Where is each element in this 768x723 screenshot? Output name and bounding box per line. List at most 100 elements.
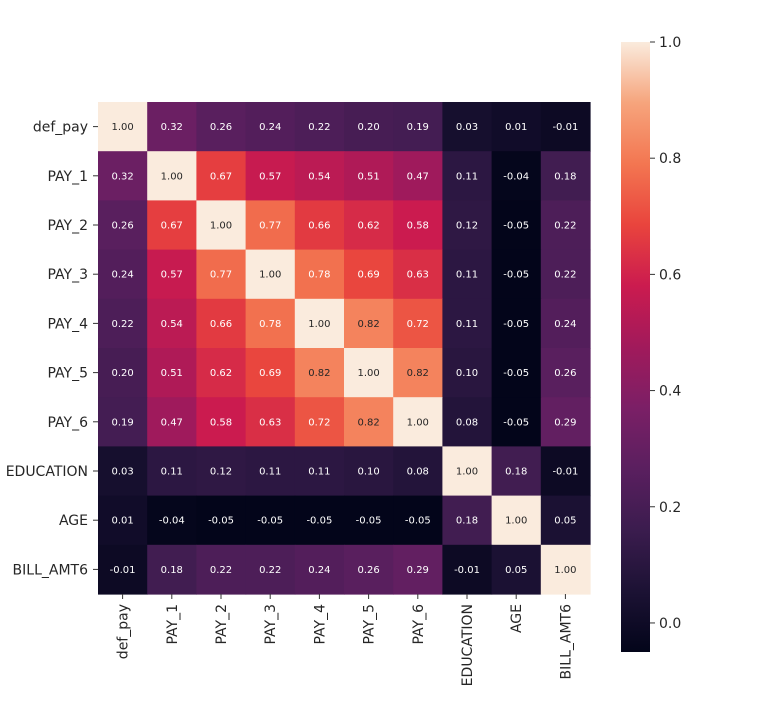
heatmap-cell-PAY_2-PAY_3 (245, 200, 296, 251)
cell-value-label: 1.00 (456, 467, 478, 478)
heatmap-cell-PAY_4-PAY_4 (294, 298, 345, 349)
heatmap-cell-PAY_5-PAY_5 (344, 348, 394, 398)
cell-value-label: -0.05 (503, 368, 529, 379)
row-label-PAY_3: PAY_3 (48, 267, 89, 283)
heatmap-cell-EDUCATION-PAY_4 (294, 446, 345, 497)
heatmap-cell-PAY_1-PAY_1 (147, 151, 197, 201)
heatmap-cell-AGE-PAY_2 (196, 495, 247, 546)
heatmap-cell-PAY_3-AGE (491, 249, 542, 300)
heatmap-cell-PAY_5-EDUCATION (442, 348, 493, 398)
cell-value-label: 0.32 (111, 171, 133, 182)
cell-value-label: 0.10 (456, 368, 478, 379)
heatmap-cell-PAY_2-PAY_2 (196, 200, 247, 251)
heatmap-cell-PAY_6-PAY_4 (294, 397, 345, 447)
cell-value-label: 1.00 (554, 565, 576, 576)
heatmap-cell-PAY_2-EDUCATION (442, 200, 493, 251)
heatmap-cell-EDUCATION-AGE (491, 446, 542, 497)
cell-value-label: 1.00 (357, 368, 379, 379)
heatmap-cell-PAY_5-BILL_AMT6 (540, 348, 591, 398)
cell-value-label: 0.10 (357, 467, 379, 478)
heatmap-cell-PAY_1-PAY_6 (393, 151, 443, 201)
heatmap-cell-PAY_5-AGE (491, 348, 542, 398)
colorbar-gradient-bar (621, 42, 650, 652)
heatmap-cell-PAY_1-EDUCATION (442, 151, 493, 201)
cell-value-label: 1.00 (259, 270, 281, 281)
heatmap-cell-PAY_1-PAY_5 (344, 151, 394, 201)
cell-value-label: 0.01 (505, 122, 527, 133)
heatmap-cell-def_pay-PAY_3 (245, 102, 296, 152)
heatmap-cell-PAY_2-PAY_5 (344, 200, 394, 251)
row-label-PAY_1: PAY_1 (48, 169, 89, 185)
heatmap-cell-PAY_4-PAY_5 (344, 298, 394, 349)
cell-value-label: 0.12 (210, 467, 232, 478)
heatmap-cell-PAY_6-def_pay (98, 397, 148, 447)
cell-value-label: 0.05 (554, 516, 576, 527)
cell-value-label: 0.32 (161, 122, 183, 133)
heatmap-cell-AGE-PAY_4 (294, 495, 345, 546)
column-label-AGE: AGE (509, 604, 525, 633)
cell-value-label: 1.00 (308, 319, 330, 330)
cell-value-label: 0.26 (554, 368, 576, 379)
heatmap-cell-EDUCATION-PAY_3 (245, 446, 296, 497)
cell-value-label: 0.57 (259, 171, 281, 182)
heatmap-cell-PAY_6-EDUCATION (442, 397, 493, 447)
row-label-BILL_AMT6: BILL_AMT6 (13, 562, 89, 578)
cell-value-label: 0.67 (161, 221, 183, 232)
heatmap-cell-PAY_2-PAY_4 (294, 200, 345, 251)
cell-value-label: 0.82 (357, 319, 379, 330)
heatmap-cell-EDUCATION-PAY_6 (393, 446, 443, 497)
cell-value-label: -0.05 (503, 319, 529, 330)
colorbar-tick-label: 0.6 (659, 267, 681, 283)
heatmap-cell-PAY_4-PAY_3 (245, 298, 296, 349)
cell-value-label: 0.58 (210, 417, 232, 428)
cell-value-label: 0.11 (456, 319, 478, 330)
column-label-BILL_AMT6: BILL_AMT6 (558, 604, 574, 680)
cell-value-label: 0.11 (259, 467, 281, 478)
heatmap-cell-EDUCATION-EDUCATION (442, 446, 493, 497)
cell-value-label: 0.11 (456, 171, 478, 182)
heatmap-cells: 1.00 0.32 0.26 0.24 0.22 0.20 0.19 0.03 0.01 -0.0… (98, 102, 591, 595)
row-label-PAY_5: PAY_5 (48, 366, 89, 382)
heatmap-cell-EDUCATION-PAY_5 (344, 446, 394, 497)
heatmap-cell-AGE-PAY_3 (245, 495, 296, 546)
cell-value-label: 0.51 (161, 368, 183, 379)
cell-value-label: 0.20 (111, 368, 133, 379)
colorbar-tick-label: 0.0 (659, 616, 681, 632)
heatmap-cell-PAY_6-BILL_AMT6 (540, 397, 591, 447)
cell-value-label: 0.18 (505, 467, 527, 478)
heatmap-cell-AGE-def_pay (98, 495, 148, 546)
cell-value-label: 0.63 (407, 270, 429, 281)
heatmap-cell-PAY_3-PAY_2 (196, 249, 247, 300)
cell-value-label: 0.82 (308, 368, 330, 379)
heatmap-cell-PAY_6-AGE (491, 397, 542, 447)
heatmap-cell-EDUCATION-PAY_1 (147, 446, 197, 497)
cell-value-label: 0.22 (111, 319, 133, 330)
heatmap-cell-PAY_3-def_pay (98, 249, 148, 300)
cell-value-label: 0.11 (161, 467, 183, 478)
cell-value-label: -0.05 (503, 221, 529, 232)
heatmap-cell-BILL_AMT6-BILL_AMT6 (540, 544, 591, 595)
cell-value-label: 0.24 (554, 319, 576, 330)
heatmap-cell-PAY_5-PAY_2 (196, 348, 247, 398)
column-label-PAY_3: PAY_3 (263, 604, 279, 645)
cell-value-label: 0.24 (259, 122, 281, 133)
cell-value-label: 0.18 (554, 171, 576, 182)
heatmap-cell-AGE-EDUCATION (442, 495, 493, 546)
cell-value-label: -0.01 (110, 565, 136, 576)
colorbar-tick-label: 1.0 (659, 35, 681, 51)
cell-value-label: 0.05 (505, 565, 527, 576)
heatmap-cell-BILL_AMT6-PAY_1 (147, 544, 197, 595)
row-label-PAY_6: PAY_6 (48, 415, 89, 431)
heatmap-cell-PAY_5-PAY_4 (294, 348, 345, 398)
cell-value-label: 0.18 (161, 565, 183, 576)
cell-value-label: 0.29 (407, 565, 429, 576)
cell-value-label: 0.29 (554, 417, 576, 428)
heatmap-cell-PAY_2-def_pay (98, 200, 148, 251)
colorbar-ticks: 0.0 0.2 0.4 0.6 0.8 1.0 (650, 35, 681, 632)
heatmap-cell-PAY_1-PAY_4 (294, 151, 345, 201)
column-label-PAY_5: PAY_5 (362, 604, 378, 645)
column-label-PAY_6: PAY_6 (411, 604, 427, 645)
heatmap-cell-PAY_6-PAY_3 (245, 397, 296, 447)
cell-value-label: 1.00 (161, 171, 183, 182)
